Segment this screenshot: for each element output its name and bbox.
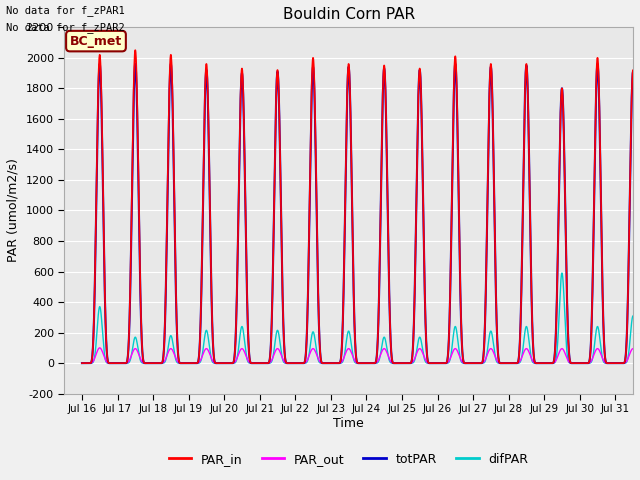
PAR_in	[550, 355, 558, 360]
Line: totPAR: totPAR	[82, 64, 640, 363]
X-axis label: Time: Time	[333, 417, 364, 430]
PAR_out	[550, 360, 558, 365]
PAR_in	[418, 138, 426, 144]
Legend: PAR_in, PAR_out, totPAR, difPAR: PAR_in, PAR_out, totPAR, difPAR	[164, 447, 534, 470]
difPAR	[78, 360, 86, 366]
difPAR	[558, 270, 566, 276]
difPAR	[418, 342, 426, 348]
PAR_out	[78, 360, 86, 366]
difPAR	[550, 360, 558, 366]
PAR_in	[565, 351, 573, 357]
PAR_out	[388, 360, 396, 365]
PAR_out	[196, 359, 204, 364]
Y-axis label: PAR (umol/m2/s): PAR (umol/m2/s)	[7, 158, 20, 263]
totPAR	[96, 61, 104, 67]
Line: PAR_out: PAR_out	[82, 348, 640, 363]
Title: Bouldin Corn PAR: Bouldin Corn PAR	[282, 7, 415, 22]
PAR_out	[565, 360, 573, 365]
PAR_in	[523, 61, 531, 67]
totPAR	[418, 139, 426, 144]
totPAR	[550, 355, 558, 360]
PAR_out	[418, 348, 426, 354]
PAR_in	[78, 360, 86, 366]
difPAR	[196, 360, 204, 365]
PAR_out	[96, 345, 104, 351]
totPAR	[78, 360, 86, 366]
difPAR	[388, 360, 396, 366]
Text: BC_met: BC_met	[70, 35, 122, 48]
totPAR	[196, 337, 204, 343]
difPAR	[565, 360, 573, 365]
PAR_in	[131, 48, 139, 53]
PAR_in	[196, 337, 204, 343]
PAR_in	[388, 353, 396, 359]
totPAR	[565, 351, 573, 357]
Text: No data for f_zPAR2: No data for f_zPAR2	[6, 22, 125, 33]
Line: PAR_in: PAR_in	[82, 50, 640, 363]
difPAR	[522, 324, 530, 329]
totPAR	[388, 353, 396, 359]
totPAR	[523, 63, 531, 69]
Line: difPAR: difPAR	[82, 273, 640, 363]
PAR_out	[523, 346, 531, 351]
Text: No data for f_zPAR1: No data for f_zPAR1	[6, 5, 125, 16]
